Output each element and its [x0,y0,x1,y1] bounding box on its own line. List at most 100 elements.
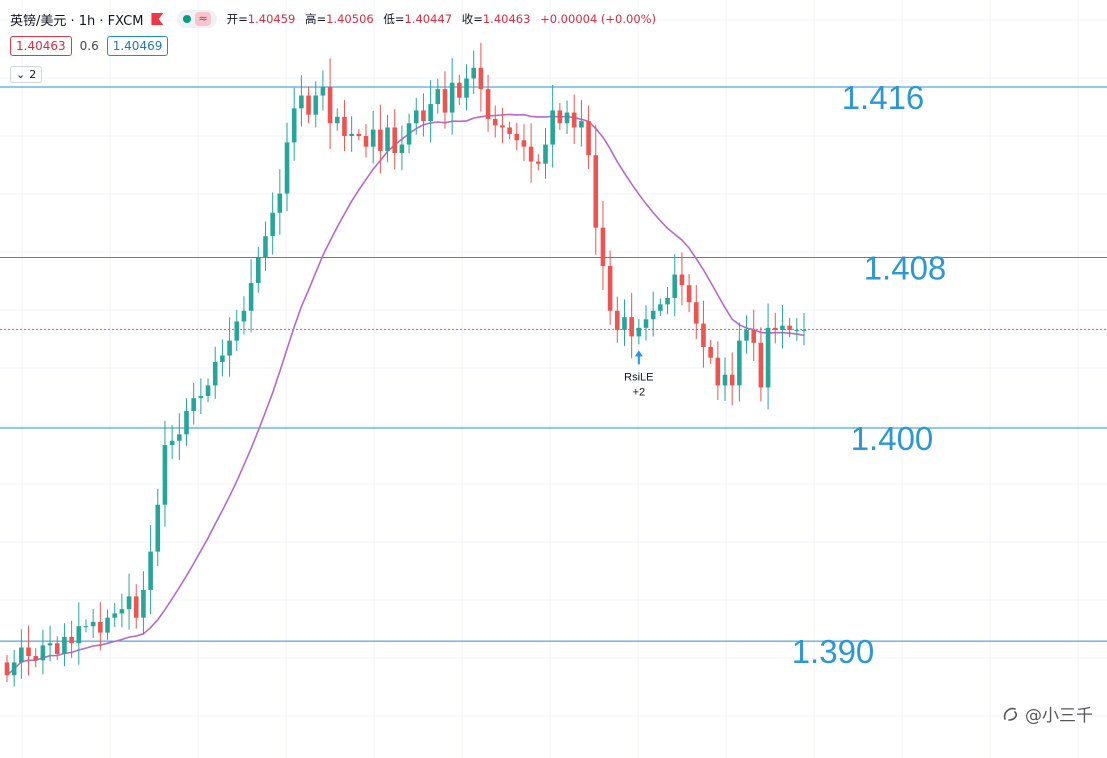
buy-price-button[interactable]: 1.40469 [106,36,169,56]
candle-body [413,110,419,124]
watermark-text: @小三千 [1025,706,1093,726]
candle-body [277,193,283,213]
candle-body [528,146,534,162]
candle-body [686,285,692,303]
candle-body [672,274,678,298]
candle-body [327,87,333,124]
wave-icon: ≈ [195,12,211,26]
chevron-down-icon: ⌄ [16,68,26,81]
candle-body [665,297,670,305]
candle-body [801,329,807,331]
level-label: 1.400 [851,420,934,457]
ohlc-low-label: 低= [383,12,405,26]
candle-body [787,325,792,330]
candle-body [615,310,620,330]
candle-body [385,127,390,151]
flag-icon[interactable] [151,13,164,25]
candle-body [744,329,749,341]
candle-body [406,123,412,145]
watermark: @小三千 [1001,701,1093,726]
candle-body [794,329,800,331]
candle-body [234,321,240,341]
candle-body [26,647,31,657]
candle-body [457,82,462,98]
candle-body [780,325,785,330]
candle-body [40,645,46,661]
market-open-dot-icon [183,15,192,23]
candle-body [334,116,340,124]
candle-body [772,327,778,330]
candle-body [141,589,146,618]
candle-body [392,127,398,154]
ohlc-high-value: 1.40506 [326,12,374,26]
candle-body [370,129,376,147]
candle-body [607,266,613,311]
candle-body [428,104,433,122]
candle-body [169,440,175,446]
level-label: 1.390 [792,633,875,670]
candle-body [650,310,656,320]
candle-body [514,133,520,141]
candle-body [571,112,577,128]
candle-body [126,596,132,610]
candle-body [600,227,606,267]
candle-body [550,110,555,145]
candle-body [442,89,448,113]
ohlc-open-value: 1.40459 [247,12,296,26]
candle-body [263,236,268,258]
candle-body [76,626,82,644]
candle-body [313,95,319,115]
candle-body [658,304,663,311]
indicators-toggle-button[interactable]: ⌄ 2 [10,66,43,83]
candle-body [90,621,96,627]
sell-price-button[interactable]: 1.40463 [10,36,72,56]
candle-body [751,329,757,343]
candle-body [241,310,247,322]
candle-body [105,617,110,633]
candle-body [421,110,426,122]
signal-label: RsiLE [624,371,653,383]
ohlc-values: 开=1.40459 高=1.40506 低=1.40447 收=1.40463 … [227,11,662,27]
level-label: 1.408 [864,250,947,287]
candle-body [593,155,599,228]
candle-body [4,662,10,676]
candle-body [191,398,196,411]
candle-body [363,136,369,147]
candle-body [284,142,290,194]
candle-body [227,340,232,356]
candle-body [399,144,405,154]
candle-body [715,357,721,386]
ohlc-close-value: 1.40463 [482,12,531,26]
ohlc-low-value: 1.40447 [404,12,453,26]
candle-body [356,133,362,137]
chart-legend: 英镑/美元 · 1h · FXCM ≈ 开=1.40459 高=1.40506 … [10,9,662,29]
candle-body [83,626,89,628]
candle-body [464,78,469,98]
market-status-pill[interactable]: ≈ [177,10,217,28]
ohlc-close-label: 收= [461,12,483,26]
candle-body [205,385,211,397]
candle-body [507,127,512,134]
candle-body [536,161,541,164]
candle-body [62,636,67,654]
candle-body [119,609,125,614]
ohlc-high-label: 高= [305,12,327,26]
candle-body [737,340,742,386]
candle-body [98,621,103,633]
candle-body [184,410,189,435]
candle-body [543,144,548,164]
candle-body [636,327,642,337]
ohlc-open-label: 开= [226,12,248,26]
symbol-label[interactable]: 英镑/美元 · 1h · FXCM [10,13,144,29]
candle-body [47,643,53,646]
candle-body [485,89,491,119]
candle-body [564,112,570,124]
candle-body [500,125,505,128]
candle-body [155,504,161,552]
candle-body [378,129,383,151]
candle-body [471,67,476,79]
candle-body [492,118,498,126]
candle-body [69,636,74,644]
candle-body [765,327,771,388]
